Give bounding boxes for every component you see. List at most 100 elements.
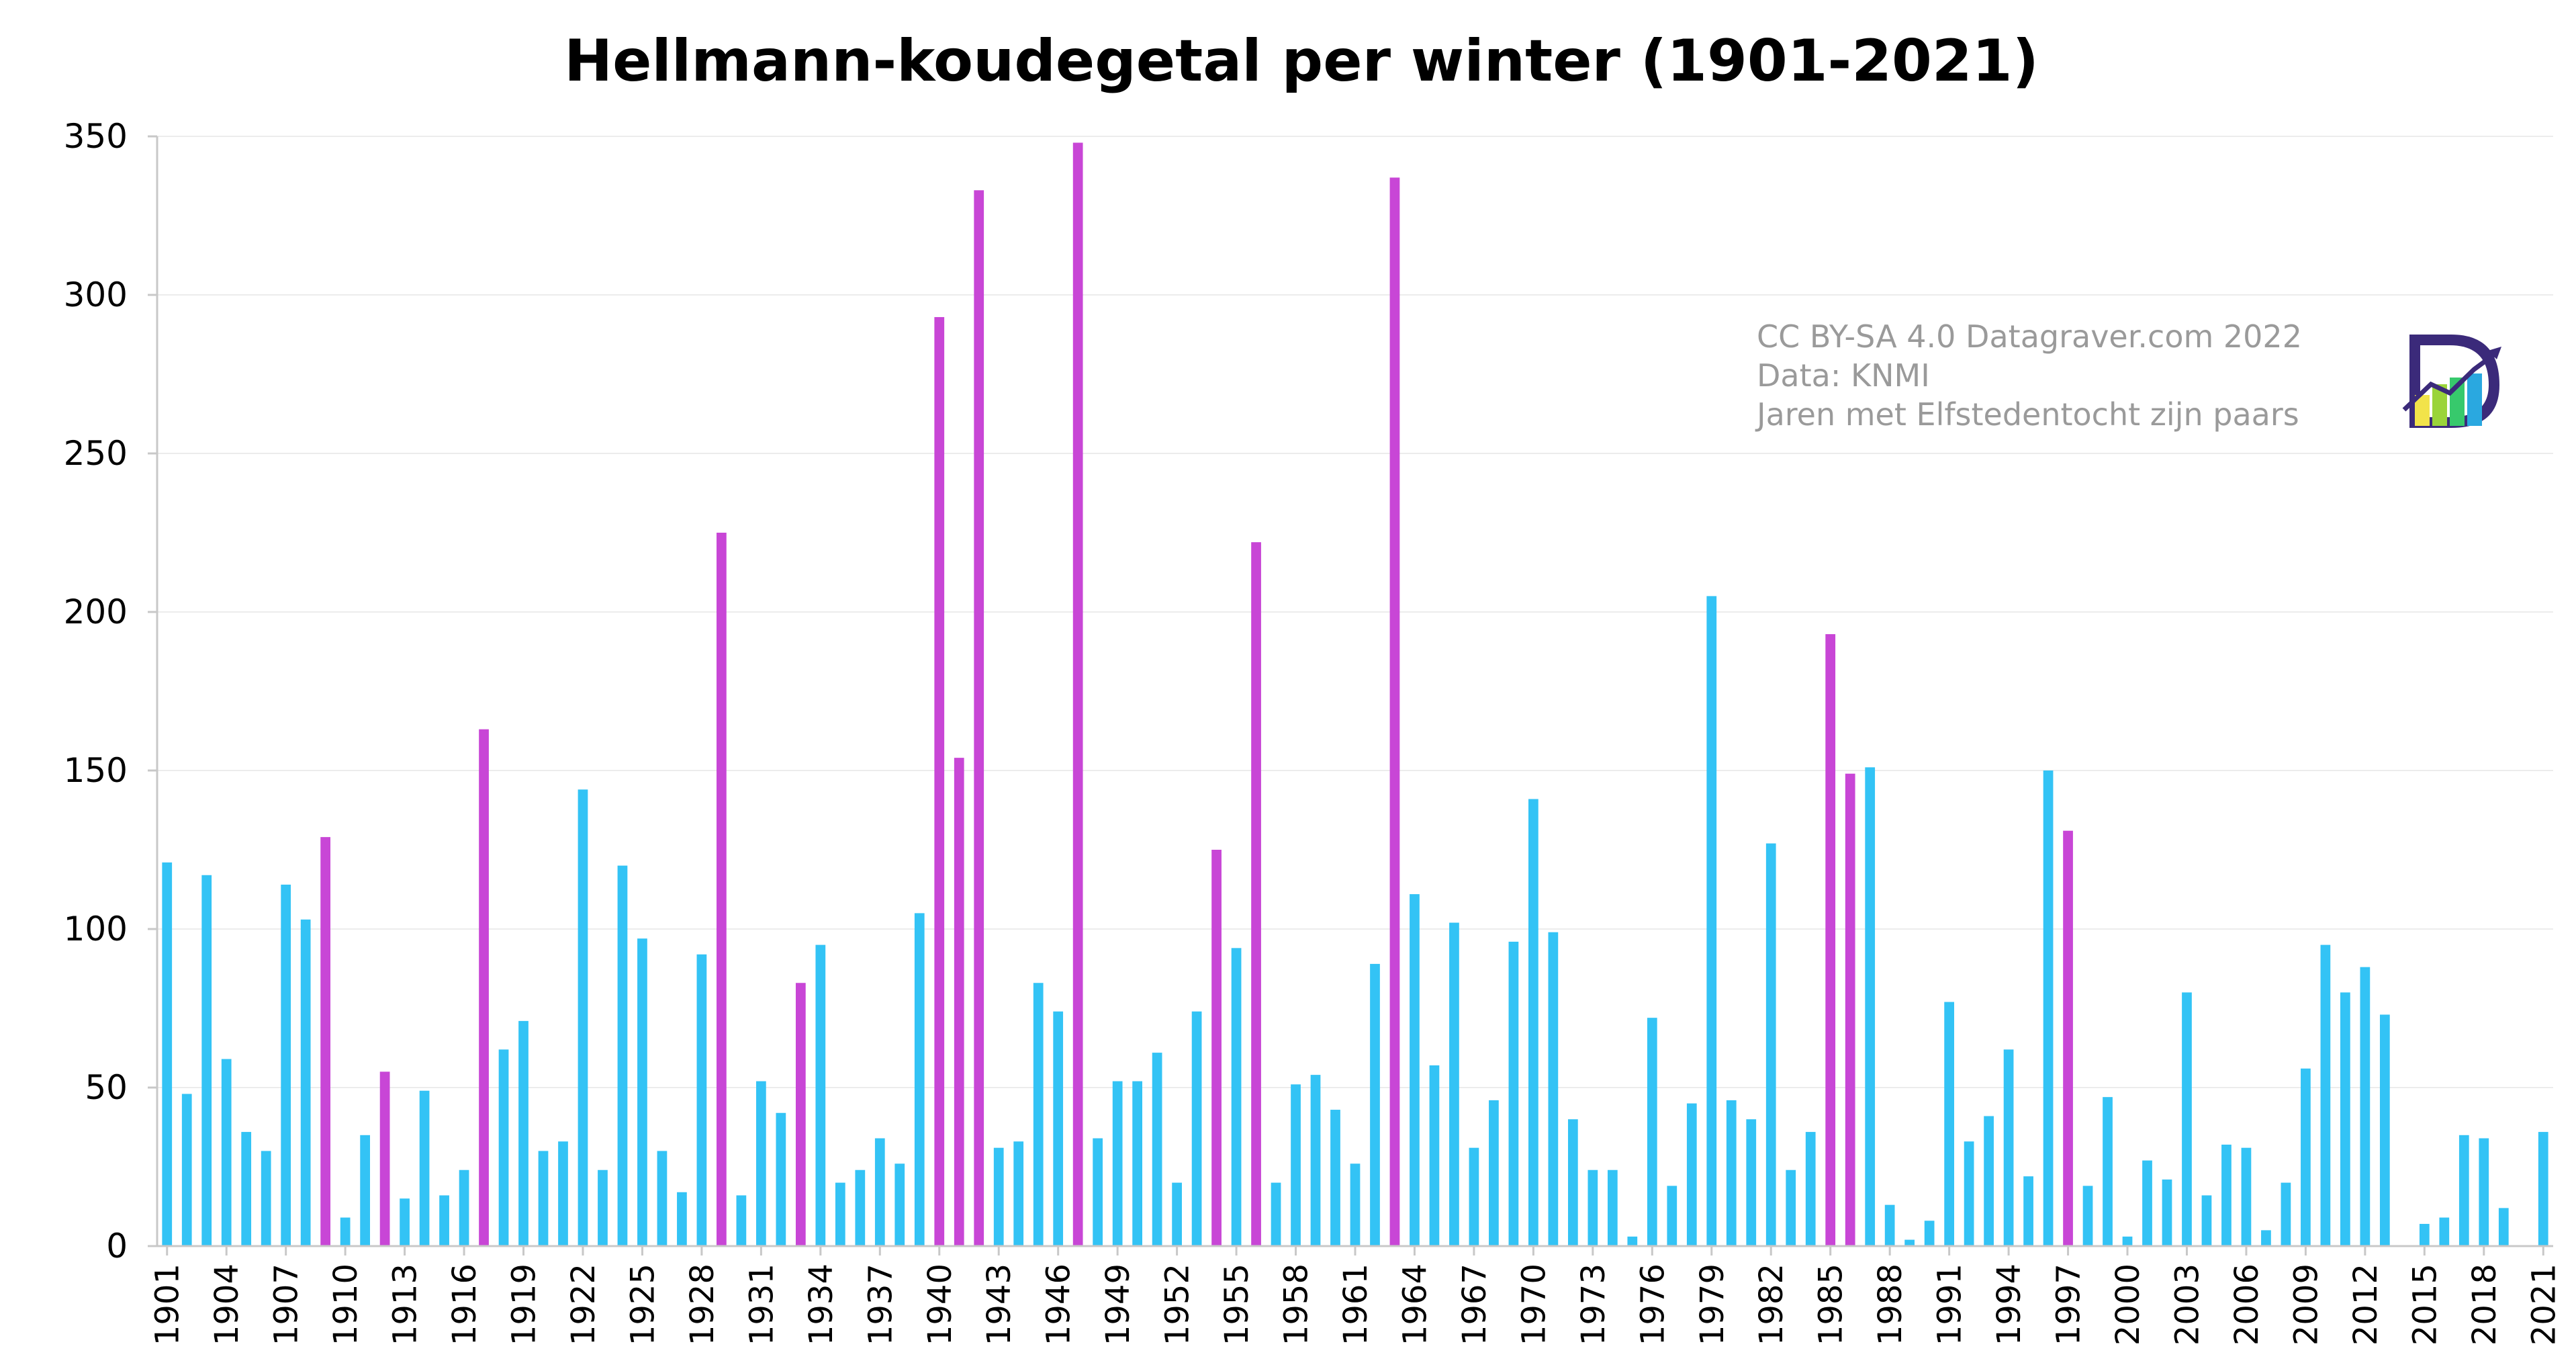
bar-1975: [1627, 1236, 1638, 1246]
x-tick-label: 1979: [1694, 1264, 1731, 1346]
x-axis-ticks: 1901 1904 1907 1910 1913 1916 1919 1922 1925 1928…: [149, 1246, 2563, 1346]
bars: [162, 142, 2548, 1247]
x-tick-label: 2018: [2466, 1264, 2503, 1346]
bar-1932: [776, 1112, 786, 1246]
bar-1989: [1904, 1239, 1915, 1246]
bar-1976: [1647, 1018, 1657, 1246]
datagraver-logo-icon: [2402, 335, 2501, 428]
bar-2018: [2479, 1138, 2489, 1246]
x-tick-label: 2009: [2287, 1264, 2325, 1346]
bar-1999: [2103, 1097, 2113, 1246]
bar-1968: [1489, 1100, 1499, 1246]
bar-1970: [1528, 799, 1538, 1246]
bar-1959: [1310, 1075, 1321, 1246]
bar-2012: [2360, 967, 2371, 1246]
x-tick-label: 1940: [921, 1264, 959, 1346]
bar-1951: [1152, 1053, 1162, 1246]
bar-1987: [1865, 767, 1876, 1246]
x-tick-label: 1904: [208, 1264, 246, 1346]
bar-1905: [241, 1132, 252, 1246]
bar-1935: [835, 1182, 845, 1246]
x-tick-label: 1976: [1634, 1264, 1671, 1346]
bar-1956: [1251, 542, 1261, 1247]
bar-1995: [2023, 1176, 2033, 1246]
bar-1997: [2063, 830, 2073, 1246]
bar-1910: [340, 1217, 351, 1246]
bar-2008: [2281, 1182, 2291, 1246]
x-tick-label: 1931: [743, 1264, 780, 1346]
bar-1993: [1984, 1116, 1994, 1246]
x-tick-label: 2003: [2168, 1264, 2206, 1346]
x-tick-label: 1970: [1515, 1264, 1553, 1346]
bar-2017: [2458, 1135, 2469, 1246]
bar-2006: [2241, 1147, 2252, 1246]
bar-2009: [2301, 1068, 2311, 1246]
bar-1937: [874, 1138, 885, 1246]
bar-1940: [934, 317, 945, 1246]
x-tick-label: 1928: [684, 1264, 721, 1346]
bar-1988: [1884, 1204, 1895, 1246]
x-tick-label: 1934: [802, 1264, 840, 1346]
bar-1971: [1548, 932, 1559, 1246]
bar-2004: [2201, 1195, 2212, 1246]
bar-1922: [578, 789, 588, 1246]
bar-1994: [2003, 1049, 2014, 1246]
bar-1918: [498, 1049, 509, 1246]
x-tick-label: 1913: [387, 1264, 424, 1346]
bar-2019: [2498, 1208, 2509, 1246]
x-tick-label: 1973: [1575, 1264, 1612, 1346]
bar-1942: [974, 190, 984, 1246]
bar-2001: [2142, 1160, 2152, 1246]
bar-1924: [617, 865, 628, 1246]
x-tick-label: 2015: [2406, 1264, 2444, 1346]
bar-2010: [2320, 944, 2331, 1246]
bar-1962: [1370, 963, 1380, 1246]
bar-1950: [1132, 1081, 1142, 1246]
bar-1958: [1291, 1084, 1301, 1246]
bar-1983: [1786, 1170, 1796, 1246]
bar-1934: [815, 944, 826, 1246]
x-tick-label: 1988: [1872, 1264, 1909, 1346]
bar-1981: [1746, 1119, 1757, 1246]
y-tick-label: 250: [64, 434, 128, 473]
gridlines: [157, 136, 2553, 1088]
bar-1966: [1449, 922, 1459, 1246]
bar-2007: [2261, 1230, 2271, 1246]
bar-1901: [162, 862, 173, 1246]
bar-1944: [1013, 1141, 1024, 1246]
x-tick-label: 2012: [2347, 1264, 2385, 1346]
bar-1991: [1944, 1002, 1954, 1246]
bar-1964: [1410, 894, 1420, 1246]
bar-1920: [538, 1151, 549, 1246]
bar-1938: [894, 1163, 905, 1246]
y-axis-ticks: 0 50 100 150 200 250 300 350: [64, 117, 157, 1266]
bar-1921: [558, 1141, 568, 1246]
bar-1963: [1389, 177, 1400, 1246]
x-tick-label: 1922: [565, 1264, 602, 1346]
bar-1960: [1330, 1110, 1340, 1246]
bar-2015: [2419, 1223, 2430, 1246]
bar-1965: [1429, 1065, 1440, 1246]
bar-1949: [1112, 1081, 1123, 1246]
bar-2011: [2340, 992, 2350, 1246]
x-tick-label: 1910: [327, 1264, 365, 1346]
bar-1906: [261, 1151, 271, 1246]
bar-1954: [1211, 850, 1222, 1246]
bar-1933: [795, 983, 806, 1246]
bar-1929: [717, 533, 727, 1246]
y-tick-label: 50: [85, 1068, 128, 1107]
x-tick-label: 1967: [1456, 1264, 1493, 1346]
axes: [156, 136, 2553, 1247]
x-tick-label: 1943: [980, 1264, 1018, 1346]
bar-2021: [2538, 1132, 2548, 1246]
bar-1946: [1053, 1011, 1064, 1246]
x-tick-label: 1949: [1099, 1264, 1137, 1346]
bar-1911: [360, 1135, 370, 1246]
y-tick-label: 350: [64, 117, 128, 156]
bar-1998: [2082, 1186, 2093, 1246]
x-tick-label: 1955: [1218, 1264, 1256, 1346]
x-tick-label: 1901: [149, 1264, 187, 1346]
bar-1904: [221, 1059, 232, 1246]
credit-line-1: CC BY-SA 4.0 Datagraver.com 2022: [1757, 318, 2302, 355]
